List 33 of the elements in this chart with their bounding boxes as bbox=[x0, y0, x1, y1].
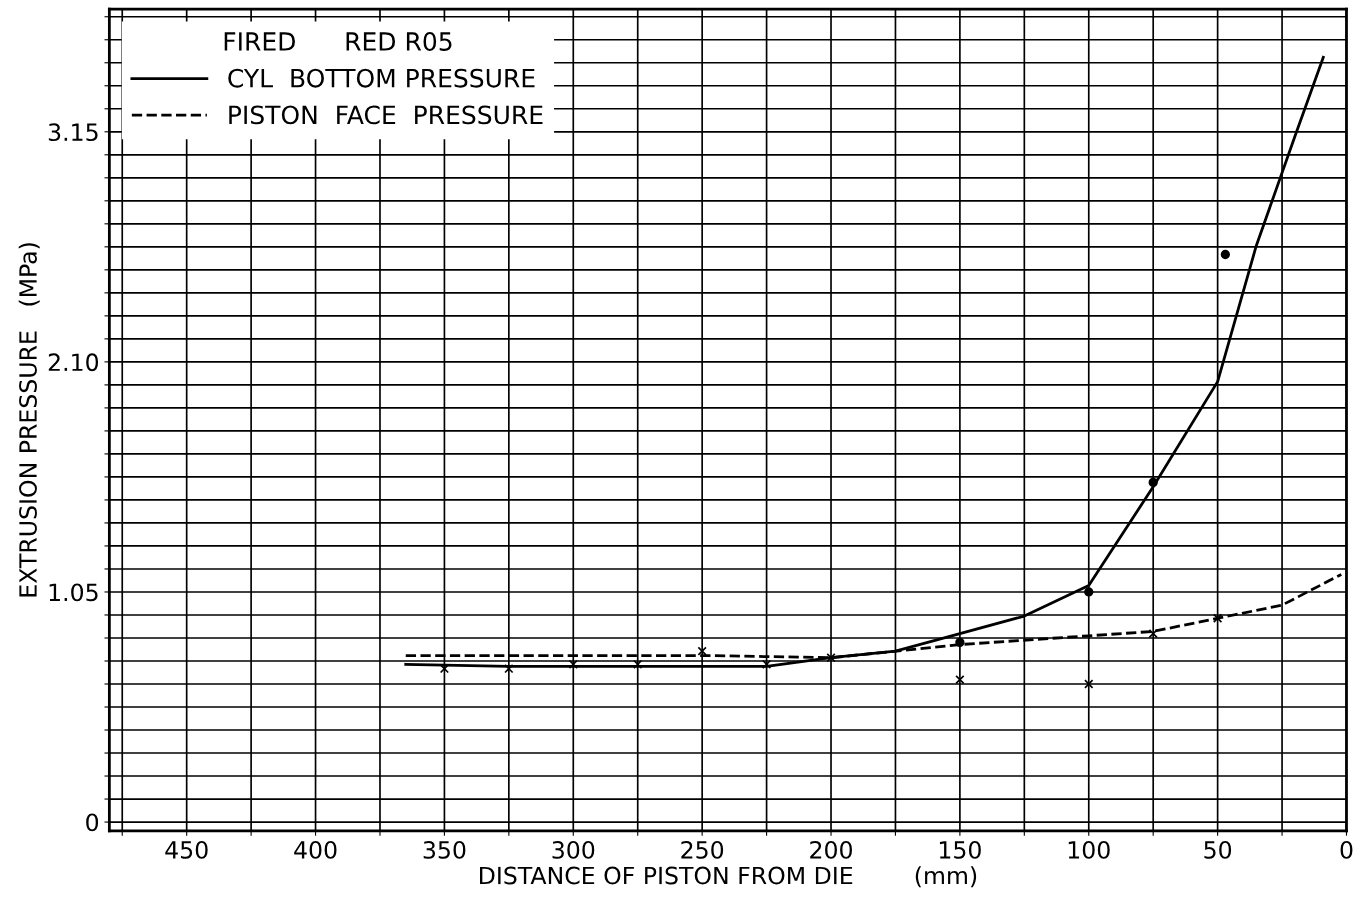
point bbox=[1084, 679, 1094, 689]
legend-label: PISTON FACE PRESSURE bbox=[229, 105, 543, 125]
point bbox=[826, 653, 836, 663]
x-tick-label: 100 bbox=[1068, 840, 1110, 859]
x-tick-label: 350 bbox=[423, 840, 466, 859]
point bbox=[633, 659, 643, 669]
x-tick-label: 50 bbox=[1204, 840, 1232, 859]
point bbox=[1212, 613, 1223, 623]
point bbox=[697, 646, 707, 656]
point bbox=[955, 637, 965, 648]
point bbox=[504, 664, 514, 674]
point bbox=[955, 674, 965, 685]
y-tick-label: 2.10 bbox=[48, 353, 99, 372]
x-tick-label: 150 bbox=[939, 840, 981, 859]
x-tick-label: 200 bbox=[810, 840, 852, 859]
point bbox=[1148, 628, 1158, 639]
legend-title: FIRED RED R05 bbox=[224, 32, 452, 51]
x-axis-title: DISTANCE OF PISTON FROM DIE (mm) bbox=[480, 866, 977, 888]
point bbox=[1084, 587, 1094, 597]
point bbox=[1148, 477, 1158, 488]
x-tick-label: 450 bbox=[165, 840, 208, 859]
point bbox=[761, 659, 772, 669]
x-tick-label: 250 bbox=[681, 840, 724, 859]
point bbox=[568, 659, 578, 669]
legend-label: CYL BOTTOM PRESSURE bbox=[228, 68, 535, 88]
y-tick-label: 3.15 bbox=[48, 123, 98, 142]
x-tick-label: 0 bbox=[1340, 840, 1353, 859]
y-tick-label: 0 bbox=[86, 813, 99, 832]
y-tick-label: 1.05 bbox=[49, 583, 98, 602]
x-tick-label: 400 bbox=[294, 840, 337, 859]
x-tick-label: 300 bbox=[552, 840, 595, 859]
point bbox=[1220, 249, 1230, 260]
y-axis-title: EXTRUSION PRESSURE (MPa) bbox=[18, 243, 40, 597]
